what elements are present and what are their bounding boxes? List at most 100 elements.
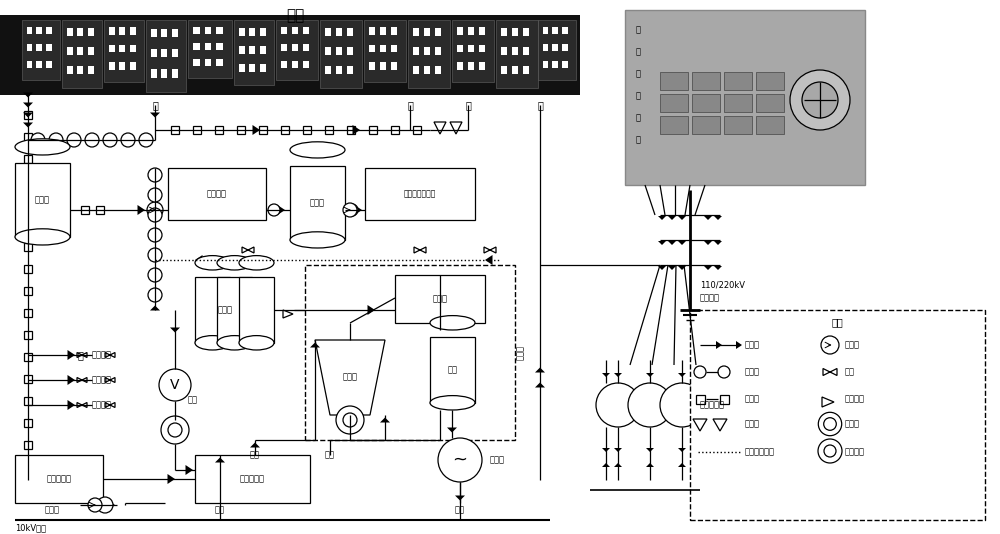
Circle shape [824,418,836,430]
Ellipse shape [195,256,230,270]
Bar [22,20,60,80]
Bar [24,353,32,361]
Bar [130,45,136,52]
Polygon shape [380,418,390,422]
Bar [24,133,32,141]
Circle shape [148,288,162,302]
Circle shape [821,336,839,354]
Circle shape [148,188,162,202]
Polygon shape [315,340,385,415]
Polygon shape [704,266,712,270]
Bar [292,27,298,34]
Bar [239,277,274,343]
Bar [77,47,83,56]
Polygon shape [646,463,654,467]
Polygon shape [668,216,676,220]
Circle shape [343,413,357,427]
Circle shape [97,497,113,513]
Circle shape [268,204,280,216]
Bar [660,72,688,90]
Bar [435,28,441,36]
Bar [336,28,342,36]
Polygon shape [614,463,622,467]
Bar [36,61,42,68]
Bar [720,395,728,404]
Bar [36,27,42,34]
Bar [512,47,518,56]
Polygon shape [23,92,33,98]
Polygon shape [150,113,160,117]
Bar [303,44,309,51]
Circle shape [31,133,45,147]
Bar [193,126,201,134]
Circle shape [824,445,836,457]
Bar [239,28,245,36]
Bar [562,44,568,51]
Bar [217,277,252,343]
Bar [193,59,200,66]
Polygon shape [450,122,462,134]
Bar [239,64,245,72]
Bar [24,419,32,427]
Ellipse shape [290,232,345,248]
Bar [543,44,548,51]
Bar [523,47,529,56]
Circle shape [121,133,135,147]
Bar [151,29,157,37]
Bar [88,47,94,56]
Circle shape [336,406,364,434]
Bar [391,45,397,52]
Polygon shape [614,448,622,452]
Bar [249,28,255,36]
Bar [36,44,42,51]
Circle shape [168,423,182,437]
Text: 🚗: 🚗 [77,350,83,360]
Polygon shape [678,216,686,220]
Bar [369,62,375,69]
Text: 电力流: 电力流 [745,341,760,349]
Bar [325,126,333,134]
Bar [81,206,89,214]
Polygon shape [535,382,545,388]
Bar [24,309,32,317]
Bar [552,27,558,34]
Text: V: V [170,378,180,392]
Polygon shape [77,378,87,382]
Polygon shape [23,103,33,107]
Bar [660,94,688,112]
Text: 光: 光 [636,48,640,57]
Circle shape [148,168,162,182]
Polygon shape [535,367,545,373]
Bar [724,116,752,134]
Polygon shape [105,403,115,407]
Bar [364,20,406,82]
Text: 高温水: 高温水 [745,367,760,376]
Bar [24,265,32,273]
Bar [325,66,331,74]
Bar [161,69,167,77]
Polygon shape [250,443,260,447]
Text: 低温水: 低温水 [745,420,760,428]
Bar [325,28,331,36]
Bar [413,66,419,74]
Bar [391,62,397,69]
Bar [24,375,32,383]
Bar [369,126,377,134]
Bar [281,126,289,134]
Bar [249,64,255,72]
Bar [501,47,507,56]
Polygon shape [105,352,115,357]
Bar [543,61,548,68]
Bar [395,275,485,323]
Bar [325,47,331,56]
Text: 压缩机: 压缩机 [845,420,860,428]
Bar [391,126,399,134]
Circle shape [802,82,838,118]
Polygon shape [658,216,666,220]
Bar [15,163,70,237]
Bar [161,49,167,58]
Bar [109,62,115,69]
Bar [109,45,115,52]
Circle shape [346,204,358,216]
Circle shape [139,133,153,147]
